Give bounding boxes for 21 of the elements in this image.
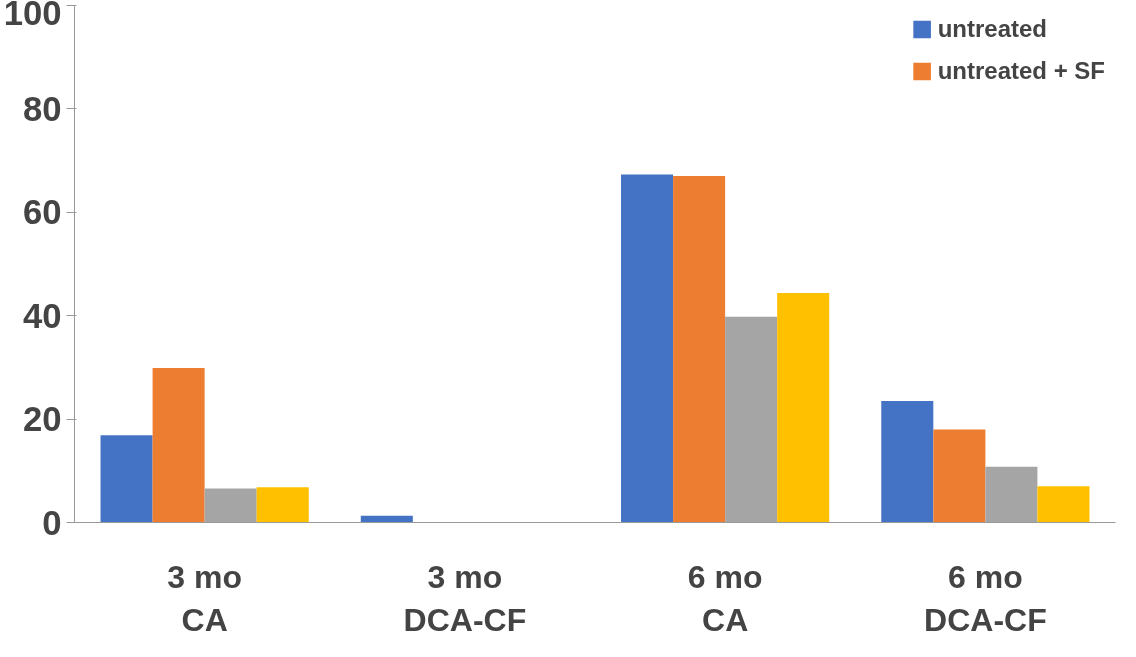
bar [777,292,830,523]
y-tick-label: 0 [42,503,62,542]
legend-label: untreated + SF [937,57,1105,85]
y-tick-label: 20 [22,400,62,439]
bar [933,429,986,523]
bar [256,487,309,523]
x-tick-label: 6 mo DCA-CF [924,558,1047,638]
y-tick-label: 100 [3,0,62,32]
bar [1037,486,1090,523]
x-tick-label: 6 mo CA [687,558,763,638]
bar [673,176,726,523]
y-tick-label: 80 [22,89,62,128]
y-tick-label: 60 [22,193,62,232]
bar [621,174,674,523]
bar [100,435,153,523]
legend-label: untreated [937,15,1047,43]
bar [152,367,205,523]
x-tick-label: 3 mo DCA-CF [403,558,527,638]
x-tick-label: 3 mo CA [167,558,242,638]
y-tick-label: 40 [22,296,62,335]
bar [881,401,934,523]
